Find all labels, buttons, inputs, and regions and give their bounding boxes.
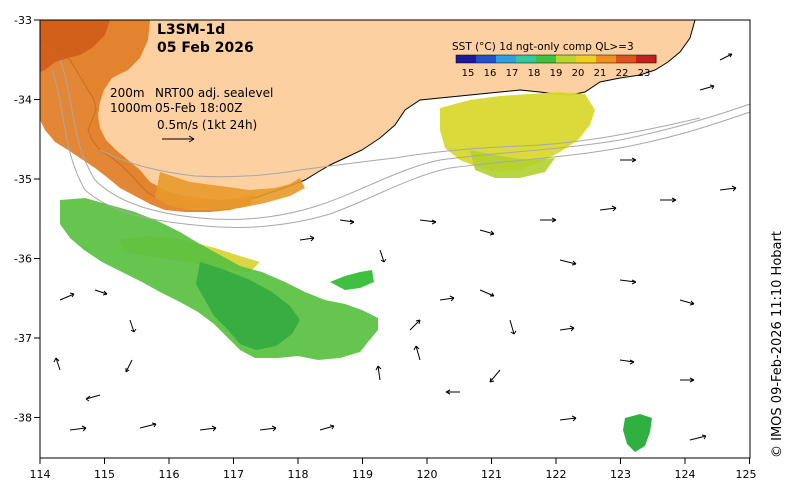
lon-tick-label: 122 (546, 468, 567, 481)
colorbar-tick-label: 18 (528, 68, 541, 79)
lon-tick-label: 117 (223, 468, 244, 481)
colorbar-tick-label: 22 (616, 68, 629, 79)
lon-tick-label: 121 (481, 468, 502, 481)
lon-axis (39, 458, 750, 464)
sst-hot-patch (40, 20, 110, 72)
lat-tick-label: -34 (14, 94, 32, 107)
lon-tick-labels: 114 115 116 117 118 119 120 121 122 123 … (30, 468, 757, 481)
colorbar-tick-label: 19 (550, 68, 563, 79)
colorbar-tick-label: 20 (572, 68, 585, 79)
colorbar-segment (616, 55, 637, 63)
lon-tick-label: 118 (288, 468, 309, 481)
colorbar-title: SST (°C) 1d ngt-only comp QL>=3 (452, 41, 634, 53)
lon-tick-label: 125 (736, 468, 757, 481)
bathymetry-contours (51, 59, 751, 228)
lat-tick-label: -33 (14, 14, 32, 27)
colorbar-segment (596, 55, 617, 63)
sst-green-islet (330, 270, 374, 290)
colorbar-tick-label: 23 (638, 68, 651, 79)
contour-label-1000: 1000m (110, 101, 152, 115)
sst-warm-patch (40, 20, 255, 212)
contour-label-200: 200m (110, 86, 145, 100)
lat-tick-label: -36 (14, 253, 32, 266)
lat-tick-labels: -33 -34 -35 -36 -37 -38 (14, 14, 32, 425)
colorbar-tick-label: 17 (506, 68, 519, 79)
lon-tick-label: 115 (94, 468, 115, 481)
product-date: 05 Feb 2026 (157, 40, 254, 56)
colorbar-ticks: 15 16 17 18 19 20 21 22 23 (462, 68, 651, 79)
sst-deep-green-core (196, 262, 300, 350)
colorbar-segment (576, 55, 597, 63)
sst-east-green-edge (470, 150, 555, 178)
current-vectors (53, 53, 737, 441)
scale-label: 0.5m/s (1kt 24h) (157, 118, 257, 132)
lon-tick-label: 123 (610, 468, 631, 481)
product-title: L3SM-1d (157, 22, 225, 38)
lat-axis (34, 19, 40, 418)
colorbar-segment (636, 55, 657, 63)
colorbar-segment (556, 55, 577, 63)
lon-tick-label: 124 (675, 468, 696, 481)
colorbar-segment (536, 55, 557, 63)
source-label: NRT00 adj. sealevel (155, 86, 273, 100)
lon-tick-label: 114 (30, 468, 51, 481)
credit-label: © IMOS 09-Feb-2026 11:10 Hobart (770, 231, 785, 458)
colorbar-tick-label: 16 (484, 68, 497, 79)
scale-arrow (162, 135, 195, 143)
lon-tick-label: 120 (417, 468, 438, 481)
colorbar-segment (476, 55, 497, 63)
colorbar-segment (496, 55, 517, 63)
plot-frame (39, 19, 751, 459)
lat-tick-label: -38 (14, 412, 32, 425)
colorbar-segment (516, 55, 537, 63)
lon-tick-label: 119 (352, 468, 373, 481)
sst-orange-coast (155, 172, 305, 210)
lat-tick-label: -35 (14, 173, 32, 186)
colorbar-border (455, 54, 657, 64)
lon-tick-label: 116 (159, 468, 180, 481)
colorbar (455, 54, 657, 64)
valid-time-label: 05-Feb 18:00Z (155, 101, 242, 115)
colorbar-tick-label: 21 (594, 68, 607, 79)
lat-tick-label: -37 (14, 332, 32, 345)
colorbar-tick-label: 15 (462, 68, 475, 79)
colorbar-segment (456, 55, 477, 63)
sst-se-patch (623, 414, 652, 452)
